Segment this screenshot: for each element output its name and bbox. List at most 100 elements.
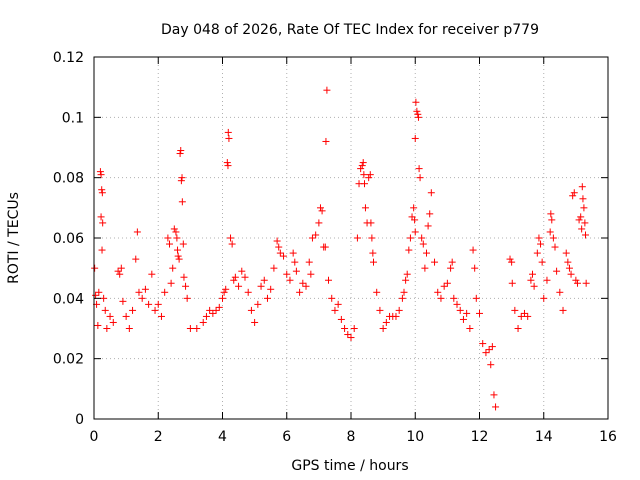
- data-point: [247, 306, 255, 314]
- data-point: [456, 306, 464, 314]
- data-point: [403, 270, 411, 278]
- data-point: [241, 273, 249, 281]
- data-point: [411, 134, 419, 142]
- data-point: [235, 282, 243, 290]
- data-point: [412, 98, 420, 106]
- data-point: [350, 325, 358, 332]
- data-point: [92, 291, 100, 299]
- data-point: [405, 246, 413, 254]
- data-point: [353, 234, 361, 242]
- data-point: [328, 294, 336, 302]
- data-point: [427, 189, 435, 197]
- data-point: [520, 309, 528, 317]
- data-point: [296, 288, 304, 296]
- data-point: [570, 189, 578, 197]
- data-point: [129, 306, 137, 314]
- data-point: [476, 309, 483, 317]
- data-point: [318, 207, 326, 215]
- data-point: [223, 159, 231, 167]
- data-point: [145, 300, 153, 308]
- data-point: [94, 321, 102, 329]
- y-axis-label: ROTI / TECUs: [6, 192, 22, 284]
- data-point: [273, 237, 281, 245]
- data-point: [334, 300, 342, 308]
- data-point: [173, 234, 181, 242]
- data-point: [227, 234, 235, 242]
- data-point: [215, 303, 223, 311]
- x-tick-label: 8: [347, 429, 356, 445]
- data-point: [569, 192, 577, 200]
- data-point: [575, 216, 583, 224]
- x-tick-labels: 0 2 4 6 8 10 12 14 16: [90, 429, 617, 445]
- data-point: [167, 279, 175, 287]
- data-point: [548, 216, 556, 224]
- data-point: [540, 294, 548, 302]
- data-point: [322, 137, 330, 145]
- data-point: [178, 174, 186, 182]
- data-point: [289, 249, 297, 257]
- data-point: [109, 318, 117, 326]
- data-point: [443, 279, 451, 287]
- data-point: [97, 213, 105, 221]
- data-point: [337, 315, 345, 323]
- data-point: [172, 228, 180, 236]
- data-point: [431, 258, 439, 266]
- x-tick-label: 14: [535, 429, 553, 445]
- data-point: [238, 267, 246, 275]
- data-point: [174, 252, 182, 260]
- data-point: [292, 267, 300, 275]
- data-point: [325, 276, 333, 284]
- data-point: [257, 282, 265, 290]
- data-point: [254, 300, 262, 308]
- data-point: [400, 288, 408, 296]
- data-point: [463, 309, 471, 317]
- data-point: [212, 306, 220, 314]
- data-point: [206, 306, 214, 314]
- data-point: [276, 249, 284, 257]
- data-point: [270, 264, 278, 272]
- data-point: [199, 318, 207, 326]
- data-point: [103, 325, 111, 332]
- data-point: [225, 134, 233, 142]
- data-point: [178, 198, 186, 206]
- data-point: [122, 312, 130, 320]
- x-tick-label: 0: [90, 429, 99, 445]
- data-point: [99, 219, 107, 227]
- x-tick-label: 2: [154, 429, 163, 445]
- data-point: [567, 270, 575, 278]
- x-tick-label: 16: [599, 429, 617, 445]
- data-point: [117, 264, 125, 272]
- data-point: [357, 165, 365, 173]
- data-point: [101, 306, 109, 314]
- data-point: [138, 294, 146, 302]
- data-point: [228, 240, 236, 248]
- data-point: [98, 186, 106, 194]
- data-point: [369, 249, 377, 257]
- data-point: [148, 270, 156, 278]
- data-point: [91, 264, 99, 272]
- data-point: [180, 273, 188, 281]
- data-point: [368, 234, 376, 242]
- data-point: [450, 294, 458, 302]
- data-point: [538, 258, 546, 266]
- data-point: [482, 349, 490, 357]
- data-point: [263, 294, 271, 302]
- data-point: [96, 168, 104, 176]
- data-point: [176, 150, 184, 158]
- x-tick-label: 12: [471, 429, 489, 445]
- data-point: [183, 294, 191, 302]
- data-point: [508, 279, 516, 287]
- data-point: [553, 267, 561, 275]
- data-point: [562, 249, 570, 257]
- data-point: [524, 312, 532, 320]
- data-point: [535, 234, 543, 242]
- data-point: [222, 285, 230, 293]
- data-point: [135, 288, 143, 296]
- data-point: [251, 318, 259, 326]
- data-point: [413, 107, 421, 115]
- data-point: [169, 264, 177, 272]
- data-point: [366, 171, 374, 179]
- data-point: [220, 288, 228, 296]
- data-point: [230, 276, 238, 284]
